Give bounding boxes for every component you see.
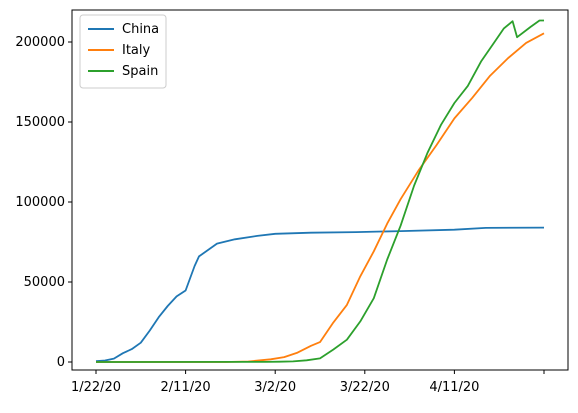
y-tick-label: 100000: [15, 195, 65, 210]
y-tick-label: 200000: [15, 35, 65, 50]
x-tick-label: 3/22/20: [340, 380, 390, 395]
y-tick-label: 150000: [15, 115, 65, 130]
x-tick-label: 1/22/20: [71, 380, 121, 395]
legend-label-spain: Spain: [122, 64, 158, 79]
x-tick-label: 2/11/20: [161, 380, 211, 395]
y-tick-label: 0: [57, 355, 65, 370]
legend-label-italy: Italy: [122, 43, 151, 58]
legend-label-china: China: [122, 22, 159, 37]
y-tick-label: 50000: [24, 275, 65, 290]
x-tick-label: 4/11/20: [429, 380, 479, 395]
legend: China Italy Spain: [80, 15, 166, 88]
x-tick-label: 3/2/20: [254, 380, 296, 395]
